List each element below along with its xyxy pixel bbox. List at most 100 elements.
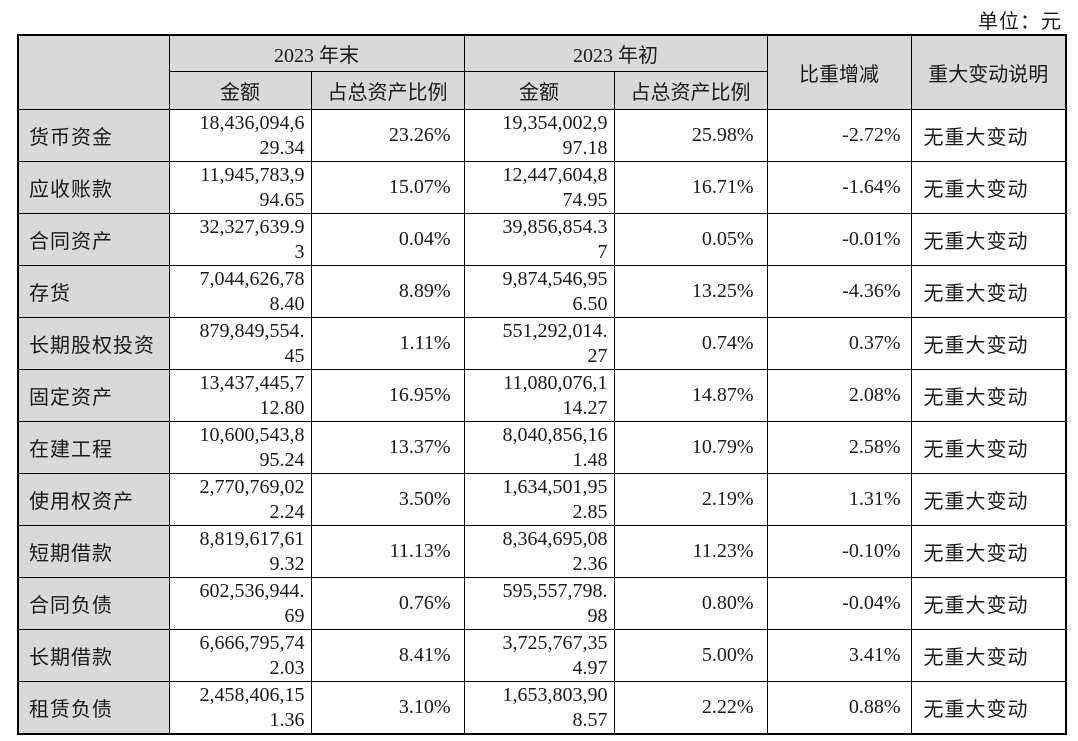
note-cell: 无重大变动	[910, 317, 1067, 370]
end-amount-cell: 11,945,783,9 94.65	[168, 161, 312, 214]
start-amount-cell: 8,040,856,16 1.48	[463, 421, 615, 474]
note-cell: 无重大变动	[910, 213, 1067, 266]
note-cell: 无重大变动	[910, 473, 1067, 526]
start-amount-cell: 9,874,546,95 6.50	[463, 265, 615, 318]
end-ratio-cell: 3.10%	[310, 681, 465, 735]
item-label-cell: 固定资产	[17, 369, 170, 422]
table-row: 长期股权投资 879,849,554. 45 1.11% 551,292,014…	[17, 317, 1067, 370]
item-label-cell: 在建工程	[17, 421, 170, 474]
note-cell: 无重大变动	[910, 525, 1067, 578]
item-label-cell: 存货	[17, 265, 170, 318]
table-row: 使用权资产 2,770,769,02 2.24 3.50% 1,634,501,…	[17, 473, 1067, 526]
start-ratio-cell: 14.87%	[613, 369, 768, 422]
start-ratio-cell: 0.80%	[613, 577, 768, 630]
item-label-cell: 货币资金	[17, 109, 170, 162]
end-ratio-cell: 0.76%	[310, 577, 465, 630]
item-label-cell: 长期借款	[17, 629, 170, 682]
end-ratio-cell: 1.11%	[310, 317, 465, 370]
start-amount-cell: 39,856,854.3 7	[463, 213, 615, 266]
change-cell: -0.10%	[766, 525, 912, 578]
change-cell: -0.04%	[766, 577, 912, 630]
note-cell: 无重大变动	[910, 109, 1067, 162]
start-ratio-cell: 2.22%	[613, 681, 768, 735]
table-row: 固定资产 13,437,445,7 12.80 16.95% 11,080,07…	[17, 369, 1067, 422]
start-ratio-cell: 10.79%	[613, 421, 768, 474]
table-row: 租赁负债 2,458,406,15 1.36 3.10% 1,653,803,9…	[17, 681, 1067, 735]
change-cell: -4.36%	[766, 265, 912, 318]
start-ratio-cell: 11.23%	[613, 525, 768, 578]
table-row: 货币资金 18,436,094,6 29.34 23.26% 19,354,00…	[17, 109, 1067, 162]
end-ratio-cell: 16.95%	[310, 369, 465, 422]
start-amount-cell: 3,725,767,35 4.97	[463, 629, 615, 682]
change-cell: 3.41%	[766, 629, 912, 682]
note-cell: 无重大变动	[910, 265, 1067, 318]
start-ratio-cell: 0.05%	[613, 213, 768, 266]
start-ratio-cell: 13.25%	[613, 265, 768, 318]
end-amount-cell: 2,458,406,15 1.36	[168, 681, 312, 735]
change-cell: 2.08%	[766, 369, 912, 422]
note-cell: 无重大变动	[910, 577, 1067, 630]
item-label-cell: 租赁负债	[17, 681, 170, 735]
start-ratio-cell: 2.19%	[613, 473, 768, 526]
note-cell: 无重大变动	[910, 161, 1067, 214]
header-end-ratio: 占总资产比例	[310, 71, 465, 110]
end-amount-cell: 6,666,795,74 2.03	[168, 629, 312, 682]
end-ratio-cell: 13.37%	[310, 421, 465, 474]
table-row: 存货 7,044,626,78 8.40 8.89% 9,874,546,95 …	[17, 265, 1067, 318]
start-amount-cell: 595,557,798. 98	[463, 577, 615, 630]
end-amount-cell: 7,044,626,78 8.40	[168, 265, 312, 318]
start-amount-cell: 19,354,002,9 97.18	[463, 109, 615, 162]
end-amount-cell: 8,819,617,61 9.32	[168, 525, 312, 578]
item-label-cell: 应收账款	[17, 161, 170, 214]
change-cell: -2.72%	[766, 109, 912, 162]
table-row: 合同负债 602,536,944. 69 0.76% 595,557,798. …	[17, 577, 1067, 630]
header-2023-start: 2023 年初	[463, 34, 768, 72]
end-ratio-cell: 0.04%	[310, 213, 465, 266]
note-cell: 无重大变动	[910, 421, 1067, 474]
start-ratio-cell: 5.00%	[613, 629, 768, 682]
header-start-ratio: 占总资产比例	[613, 71, 768, 110]
end-ratio-cell: 15.07%	[310, 161, 465, 214]
end-amount-cell: 13,437,445,7 12.80	[168, 369, 312, 422]
start-amount-cell: 8,364,695,08 2.36	[463, 525, 615, 578]
start-amount-cell: 11,080,076,1 14.27	[463, 369, 615, 422]
header-note: 重大变动说明	[910, 34, 1067, 110]
item-label-cell: 合同负债	[17, 577, 170, 630]
header-item-cell	[17, 34, 170, 110]
start-amount-cell: 1,653,803,90 8.57	[463, 681, 615, 735]
start-amount-cell: 1,634,501,95 2.85	[463, 473, 615, 526]
table-row: 合同资产 32,327,639.9 3 0.04% 39,856,854.3 7…	[17, 213, 1067, 266]
table-row: 在建工程 10,600,543,8 95.24 13.37% 8,040,856…	[17, 421, 1067, 474]
start-ratio-cell: 16.71%	[613, 161, 768, 214]
end-amount-cell: 10,600,543,8 95.24	[168, 421, 312, 474]
end-amount-cell: 32,327,639.9 3	[168, 213, 312, 266]
end-amount-cell: 602,536,944. 69	[168, 577, 312, 630]
table-row: 长期借款 6,666,795,74 2.03 8.41% 3,725,767,3…	[17, 629, 1067, 682]
change-cell: -1.64%	[766, 161, 912, 214]
start-ratio-cell: 25.98%	[613, 109, 768, 162]
change-cell: -0.01%	[766, 213, 912, 266]
note-cell: 无重大变动	[910, 681, 1067, 735]
header-change: 比重增减	[766, 34, 912, 110]
change-cell: 0.88%	[766, 681, 912, 735]
end-ratio-cell: 3.50%	[310, 473, 465, 526]
header-row-groups: 2023 年末 2023 年初 比重增减 重大变动说明	[17, 34, 1067, 110]
start-ratio-cell: 0.74%	[613, 317, 768, 370]
header-2023-end: 2023 年末	[168, 34, 465, 72]
start-amount-cell: 12,447,604,8 74.95	[463, 161, 615, 214]
header-end-amount: 金额	[168, 71, 312, 110]
end-ratio-cell: 11.13%	[310, 525, 465, 578]
item-label-cell: 长期股权投资	[17, 317, 170, 370]
end-ratio-cell: 8.41%	[310, 629, 465, 682]
item-label-cell: 短期借款	[17, 525, 170, 578]
unit-label: 单位：元	[978, 11, 1062, 33]
table-row: 短期借款 8,819,617,61 9.32 11.13% 8,364,695,…	[17, 525, 1067, 578]
assets-change-table: 2023 年末 2023 年初 比重增减 重大变动说明 金额 占总资产比例 金额…	[17, 34, 1067, 735]
end-amount-cell: 879,849,554. 45	[168, 317, 312, 370]
note-cell: 无重大变动	[910, 629, 1067, 682]
end-amount-cell: 2,770,769,02 2.24	[168, 473, 312, 526]
end-ratio-cell: 23.26%	[310, 109, 465, 162]
header-row-sub: 金额 占总资产比例 金额 占总资产比例	[18, 71, 1066, 110]
item-label-cell: 合同资产	[17, 213, 170, 266]
change-cell: 1.31%	[766, 473, 912, 526]
